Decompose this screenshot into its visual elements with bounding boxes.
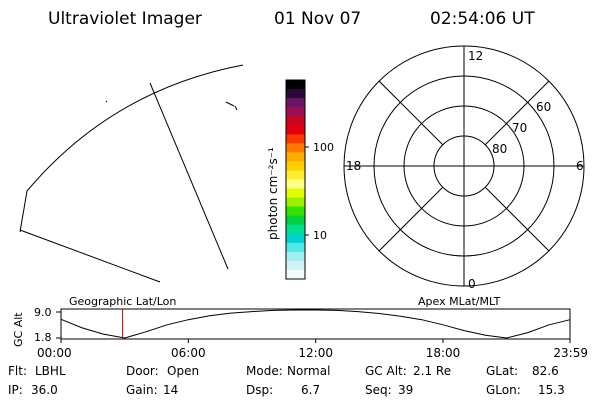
colorbar-cell <box>286 215 305 226</box>
colorbar-cell <box>286 89 305 99</box>
alt-xticks: 00:00 06:00 12:00 18:00 23:59 <box>37 339 588 360</box>
colorbar-unit-label: photon cm⁻²s⁻¹ <box>266 147 280 240</box>
image-edge-divider <box>149 82 229 270</box>
status-dsp-value: 6.7 <box>301 383 320 397</box>
colorbar-frame <box>285 79 306 280</box>
image-edge-tick-2 <box>234 105 238 111</box>
image-outline <box>19 64 244 283</box>
lat-label-80: 80 <box>492 142 507 156</box>
image-edge-tick <box>225 101 235 107</box>
status-gain-key: Gain: <box>126 383 158 397</box>
colorbar-cell <box>286 260 305 271</box>
status-seq-key: Seq: <box>365 383 392 397</box>
colorbar-cell <box>286 152 305 163</box>
polar-diagonal-nw <box>378 80 444 146</box>
status-ip-key: IP: <box>8 383 23 397</box>
alt-xtick-label: 23:59 <box>553 346 588 360</box>
status-gain-value: 14 <box>163 383 178 397</box>
colorbar-cell <box>286 179 305 190</box>
polar-diagonal-sw <box>378 186 444 252</box>
status-gcalt-value: 2.1 Re <box>413 364 451 378</box>
status-mode-value: Normal <box>287 364 330 378</box>
status-flt-value: LBHL <box>35 364 66 378</box>
colorbar-cell <box>286 242 305 253</box>
image-edge-bottom <box>19 229 161 283</box>
image-edge-arc <box>19 64 244 233</box>
colorbar-cell <box>286 224 305 235</box>
alt-ytick-label-top: 9.0 <box>34 306 52 319</box>
colorbar-cell <box>286 161 305 172</box>
colorbar-cell <box>286 170 305 181</box>
lat-label-70: 70 <box>512 121 527 135</box>
status-glon-key: GLon: <box>486 383 521 397</box>
colorbar-cells <box>286 80 305 280</box>
colorbar-cell <box>286 116 305 126</box>
colorbar-cell <box>286 143 305 153</box>
colorbar-cell <box>286 188 305 199</box>
alt-series-line <box>60 309 571 339</box>
colorbar-cell <box>286 80 305 90</box>
status-readout: Flt: LBHL Door: Open Mode: Normal GC Alt… <box>8 364 565 397</box>
status-door-value: Open <box>167 364 199 378</box>
status-ip-value: 36.0 <box>31 383 58 397</box>
status-mode-key: Mode: <box>246 364 283 378</box>
mlt-label-18: 18 <box>346 159 361 173</box>
polar-diagonal-ne <box>484 80 550 146</box>
alt-xtick-label: 12:00 <box>298 346 333 360</box>
status-gcalt-key: GC Alt: <box>365 364 407 378</box>
alt-xtick-label: 18:00 <box>426 346 461 360</box>
colorbar-cell <box>286 125 305 135</box>
alt-panel-right-label: Apex MLat/MLT <box>418 295 501 308</box>
polar-dial <box>343 45 585 287</box>
mlt-label-0: 0 <box>468 277 476 291</box>
colorbar-cell <box>286 269 305 280</box>
time-label: 02:54:06 UT <box>430 9 535 29</box>
colorbar-cell <box>286 233 305 244</box>
colorbar-cell <box>286 98 305 108</box>
colorbar: 100 10 photon cm⁻²s⁻¹ <box>266 79 334 280</box>
colorbar-cell <box>286 134 305 144</box>
status-glat-key: GLat: <box>486 364 518 378</box>
colorbar-cell <box>286 206 305 217</box>
colorbar-cell <box>286 197 305 208</box>
mlt-label-12: 12 <box>468 49 483 63</box>
alt-panel-left-label: Geographic Lat/Lon <box>69 295 176 308</box>
status-flt-key: Flt: <box>8 364 27 378</box>
date-label: 01 Nov 07 <box>274 9 361 29</box>
alt-ytick-label-bottom: 1.8 <box>34 331 52 344</box>
colorbar-tick-label-10: 10 <box>313 229 327 242</box>
polar-diagonal-se <box>484 186 550 252</box>
alt-axis-label: GC Alt <box>12 312 25 347</box>
alt-xtick-label: 06:00 <box>171 346 206 360</box>
image-edge-dot <box>105 100 108 103</box>
instrument-title: Ultraviolet Imager <box>48 9 202 29</box>
alt-xtick-label: 00:00 <box>37 346 72 360</box>
status-glon-value: 15.3 <box>538 383 565 397</box>
colorbar-cell <box>286 107 305 117</box>
colorbar-tick-label-100: 100 <box>313 141 334 154</box>
colorbar-cell <box>286 251 305 262</box>
lat-label-60: 60 <box>536 100 551 114</box>
mlt-label-6: 6 <box>576 159 584 173</box>
status-door-key: Door: <box>126 364 159 378</box>
status-glat-value: 82.6 <box>532 364 559 378</box>
status-dsp-key: Dsp: <box>246 383 273 397</box>
status-seq-value: 39 <box>398 383 413 397</box>
